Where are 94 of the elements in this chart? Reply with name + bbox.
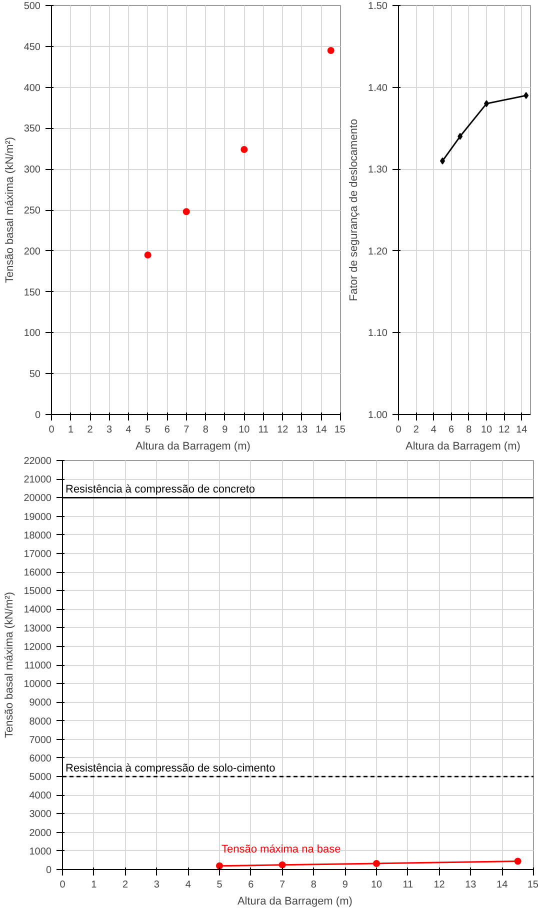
x-tick-label: 15 — [527, 880, 538, 890]
y-tick-label: 1.00 — [368, 410, 388, 421]
y-tick-label: 200 — [24, 246, 41, 258]
point — [182, 208, 190, 216]
ref-line-label: Resistência à compressão de concreto — [66, 484, 256, 496]
y-tick-label: 350 — [24, 124, 41, 135]
y-tick-label: 14000 — [24, 604, 52, 616]
y-tick-label: 4000 — [29, 790, 52, 802]
x-tick-label: 6 — [248, 880, 254, 890]
y-tick-label: 250 — [24, 206, 41, 216]
x-tick-label: 8 — [466, 424, 472, 436]
x-tick-label: 13 — [296, 424, 308, 436]
y-tick-label: 16000 — [24, 568, 52, 579]
x-tick-label: 12 — [498, 424, 510, 436]
point — [524, 92, 529, 99]
x-tick-label: 2 — [87, 424, 94, 436]
y-tick-label: 17000 — [24, 548, 52, 560]
point — [458, 132, 463, 140]
y-tick-label: 1000 — [29, 846, 52, 858]
y-tick-label: 3000 — [29, 809, 52, 820]
point — [144, 251, 152, 258]
x-tick-label: 6 — [448, 424, 455, 436]
y-tick-label: 1.10 — [368, 328, 388, 340]
x-tick-label: 15 — [334, 424, 346, 436]
y-tick-label: 13000 — [24, 623, 52, 634]
x-tick-label: 1 — [68, 424, 74, 436]
y-tick-label: 9000 — [29, 698, 52, 709]
x-tick-label: 10 — [480, 424, 492, 436]
x-axis-title: Altura da Barragem (m) — [406, 440, 520, 452]
y-tick-label: 11000 — [24, 660, 52, 672]
x-tick-label: 12 — [277, 424, 289, 436]
y-tick-label: 300 — [24, 164, 41, 176]
x-tick-label: 9 — [342, 880, 348, 890]
y-tick-label: 1.20 — [368, 246, 388, 258]
x-tick-label: 6 — [164, 424, 170, 436]
x-tick-label: 4 — [185, 880, 192, 890]
y-tick-label: 21000 — [24, 474, 52, 486]
x-tick-label: 3 — [106, 424, 113, 436]
x-tick-label: 10 — [238, 424, 250, 436]
x-tick-label: 14 — [496, 880, 508, 890]
x-tick-label: 11 — [258, 424, 270, 436]
x-tick-label: 14 — [316, 424, 328, 436]
x-tick-label: 5 — [216, 880, 223, 890]
y-tick-label: 150 — [24, 287, 41, 298]
x-tick-label: 4 — [430, 424, 437, 436]
y-tick-label: 100 — [24, 328, 41, 340]
x-tick-label: 7 — [280, 880, 286, 890]
y-tick-label: 20000 — [24, 493, 52, 504]
y-tick-label: 12000 — [24, 642, 52, 653]
y-tick-label: 22000 — [24, 456, 52, 467]
y-axis-title: Tensão basal máxima (kN/m²) — [4, 592, 16, 738]
y-tick-label: 500 — [24, 1, 41, 12]
y-tick-label: 1.30 — [368, 164, 388, 176]
x-tick-label: 5 — [145, 424, 152, 436]
x-tick-label: 7 — [184, 424, 190, 436]
y-tick-label: 400 — [24, 82, 41, 94]
y-tick-label: 1.40 — [368, 82, 388, 94]
x-tick-label: 2 — [413, 424, 420, 436]
y-tick-label: 6000 — [29, 753, 52, 764]
x-tick-label: 1 — [91, 880, 98, 890]
y-tick-label: 10000 — [24, 679, 52, 690]
y-tick-label: 450 — [24, 42, 41, 53]
point — [327, 46, 334, 54]
y-axis-title: Tensão basal máxima (kN/m²) — [4, 136, 16, 284]
x-tick-label: 2 — [122, 880, 129, 890]
y-tick-label: 18000 — [24, 530, 52, 542]
series-label: Tensão máxima na base — [222, 843, 341, 856]
y-tick-label: 7000 — [29, 734, 52, 746]
y-axis-title: Fator de segurança de deslocamento — [348, 118, 360, 302]
x-tick-label: 8 — [310, 880, 317, 890]
x-tick-label: 0 — [396, 424, 402, 436]
x-tick-label: 14 — [516, 424, 528, 436]
x-tick-label: 10 — [370, 880, 382, 890]
y-tick-label: 1.50 — [368, 1, 388, 12]
y-tick-label: 15000 — [24, 586, 52, 598]
y-tick-label: 0 — [34, 410, 41, 421]
y-tick-label: 8000 — [29, 716, 52, 728]
y-tick-label: 5000 — [29, 772, 52, 784]
x-axis-title: Altura da Barragem (m) — [135, 440, 250, 452]
x-tick-label: 8 — [202, 424, 209, 436]
x-tick-label: 3 — [154, 880, 160, 890]
x-tick-label: 4 — [126, 424, 132, 436]
x-tick-label: 12 — [434, 880, 446, 890]
y-tick-label: 2000 — [29, 828, 52, 839]
y-tick-label: 0 — [46, 865, 52, 876]
point — [240, 146, 248, 153]
y-tick-label: 50 — [29, 369, 41, 380]
ref-line-label: Resistência à compressão de solo-cimento — [66, 762, 276, 775]
x-tick-label: 11 — [402, 880, 414, 890]
x-tick-label: 13 — [465, 880, 477, 890]
y-tick-label: 19000 — [24, 512, 52, 523]
x-tick-label: 9 — [222, 424, 228, 436]
x-tick-label: 0 — [60, 880, 66, 890]
x-axis-title: Altura da Barragem (m) — [237, 896, 352, 908]
